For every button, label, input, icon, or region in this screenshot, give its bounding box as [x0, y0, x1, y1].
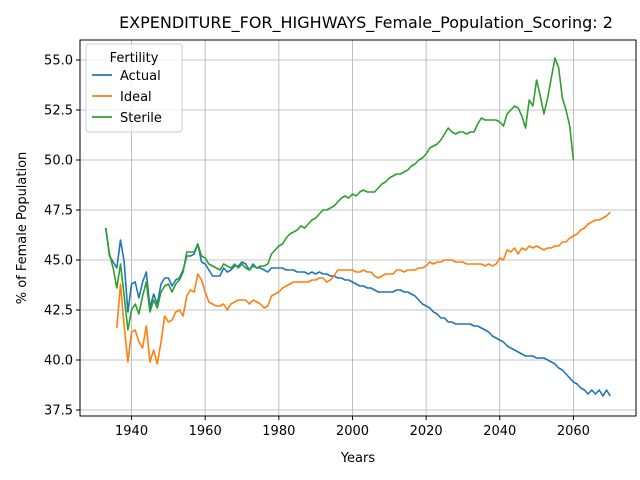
x-axis-label: Years — [340, 451, 376, 466]
y-axis-ticks: 37.5 40.0 42.5 45.0 47.5 50.0 52.5 55.0 — [44, 54, 80, 419]
gridlines — [80, 40, 636, 416]
y-tick-label: 37.5 — [44, 404, 73, 419]
chart-title: EXPENDITURE_FOR_HIGHWAYS_Female_Populati… — [119, 13, 613, 33]
legend-box — [85, 43, 183, 133]
legend: Fertility Actual Ideal Sterile — [85, 43, 183, 133]
x-axis-ticks: 1940 1960 1980 2000 2020 2040 2060 — [115, 416, 590, 439]
y-tick-label: 50.0 — [44, 154, 73, 169]
y-tick-label: 47.5 — [44, 204, 73, 219]
y-tick-label: 40.0 — [44, 354, 73, 369]
series-line-ideal — [116, 211, 611, 365]
x-tick-label: 1940 — [115, 424, 148, 439]
series-line-actual — [104, 227, 611, 397]
series-lines — [104, 57, 611, 397]
y-axis-label: % of Female Population — [15, 152, 30, 305]
legend-entry-sterile: Sterile — [120, 111, 162, 126]
legend-entry-ideal: Ideal — [120, 90, 152, 105]
x-tick-label: 2020 — [410, 424, 443, 439]
legend-entry-actual: Actual — [120, 69, 161, 84]
x-tick-label: 1980 — [262, 424, 295, 439]
x-tick-label: 2000 — [336, 424, 369, 439]
x-tick-label: 2060 — [557, 424, 590, 439]
x-tick-label: 2040 — [483, 424, 516, 439]
plot-frame — [79, 39, 637, 417]
y-tick-label: 42.5 — [44, 304, 73, 319]
series-line-sterile — [104, 57, 575, 331]
x-tick-label: 1960 — [189, 424, 222, 439]
y-tick-label: 45.0 — [44, 254, 73, 269]
y-tick-label: 55.0 — [44, 54, 73, 69]
legend-title: Fertility — [110, 51, 159, 66]
y-tick-label: 52.5 — [44, 104, 73, 119]
